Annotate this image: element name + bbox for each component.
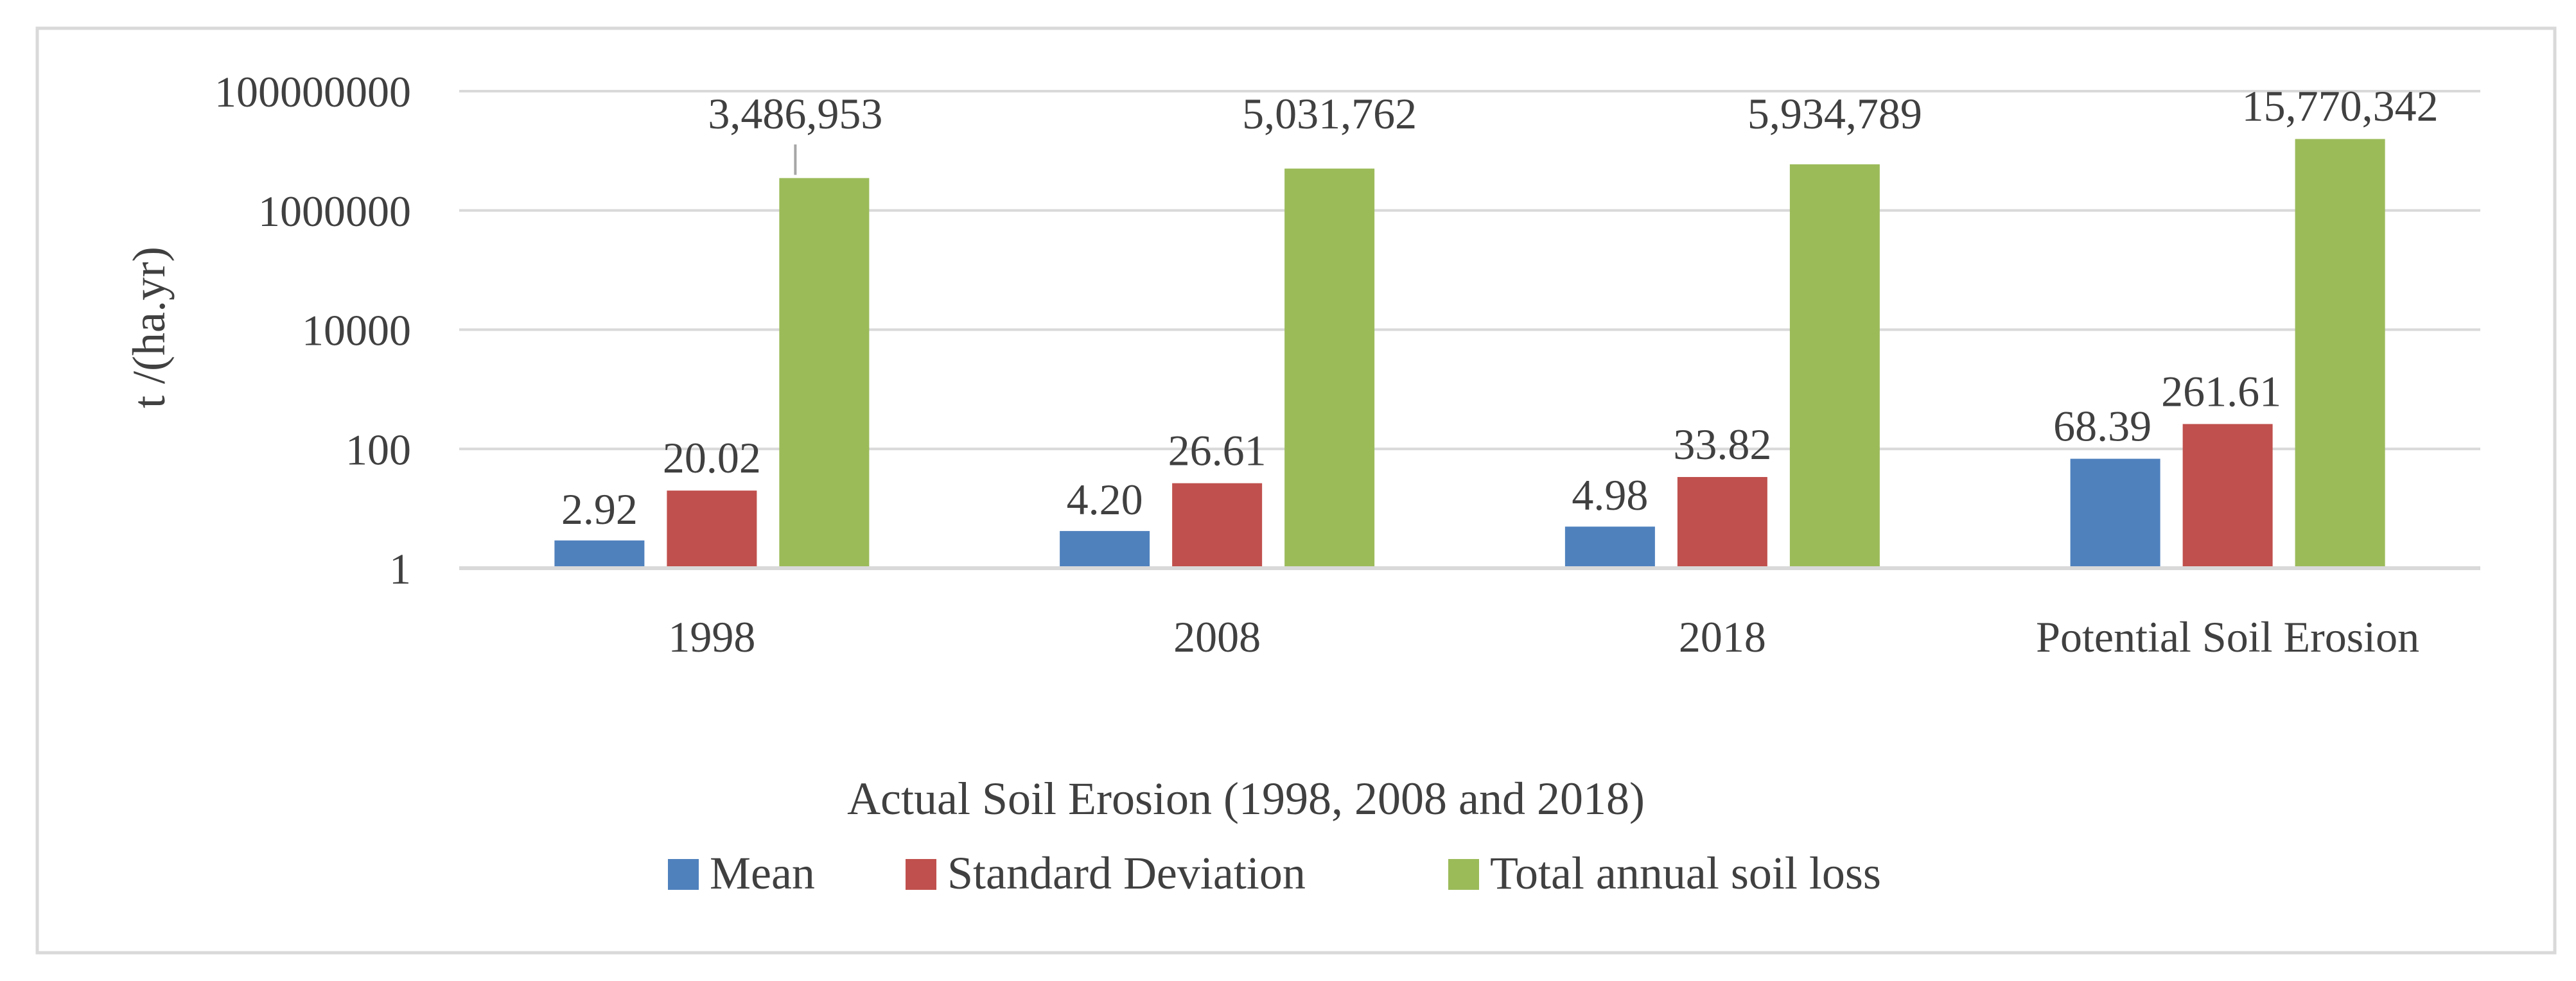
- legend-swatch: [1448, 859, 1479, 890]
- x-tick-label: 2018: [1679, 612, 1766, 661]
- legend-label: Standard Deviation: [947, 847, 1306, 899]
- data-label: 3,486,953: [708, 89, 882, 138]
- data-label: 261.61: [2161, 367, 2281, 415]
- legend-label: Total annual soil loss: [1490, 847, 1881, 899]
- bar: [1284, 168, 1375, 568]
- legend-swatch: [668, 859, 699, 890]
- bar: [554, 540, 645, 568]
- legend-swatch: [906, 859, 936, 890]
- axes: 1 100 10000 1000000 100000000 1998 2008 2018 Pot…: [215, 67, 2480, 661]
- bar: [667, 490, 757, 568]
- bar: [1060, 531, 1150, 568]
- bar: [1789, 164, 1880, 568]
- x-tick-label: Potential Soil Erosion: [2036, 612, 2419, 661]
- data-label: 15,770,342: [2242, 82, 2439, 130]
- y-axis-title: t /(ha.yr): [123, 247, 175, 408]
- x-tick-label: 2008: [1173, 612, 1261, 661]
- legend-label: Mean: [710, 847, 815, 899]
- x-axis-title: Actual Soil Erosion (1998, 2008 and 2018…: [847, 773, 1645, 824]
- y-tick-label: 10000: [302, 306, 411, 355]
- data-label: 5,934,789: [1748, 89, 1922, 138]
- data-label: 4.98: [1572, 471, 1648, 519]
- data-label: 4.20: [1067, 475, 1143, 524]
- data-label: 20.02: [663, 433, 761, 482]
- data-label: 33.82: [1673, 420, 1771, 469]
- y-tick-label: 1: [389, 544, 411, 593]
- bar: [779, 178, 870, 568]
- y-tick-label: 100000000: [215, 67, 411, 116]
- data-label: 26.61: [1168, 426, 1266, 475]
- data-label: 5,031,762: [1242, 89, 1417, 138]
- data-label: 2.92: [561, 485, 638, 534]
- data-label: 68.39: [2053, 402, 2151, 451]
- bar: [1677, 476, 1767, 568]
- data-labels: 2.92 20.02 3,486,953 4.20 26.61 5,031,762 4.98…: [561, 82, 2439, 534]
- bar: [2070, 458, 2160, 568]
- bars: [554, 139, 2385, 569]
- bar: [1172, 483, 1263, 568]
- bar: [2295, 139, 2385, 569]
- x-tick-label: 1998: [668, 612, 755, 661]
- y-tick-label: 1000000: [258, 187, 411, 236]
- legend: Mean Standard Deviation Total annual soil …: [668, 847, 1881, 899]
- y-tick-label: 100: [346, 425, 411, 474]
- bar: [2182, 424, 2273, 568]
- bar: [1564, 526, 1655, 568]
